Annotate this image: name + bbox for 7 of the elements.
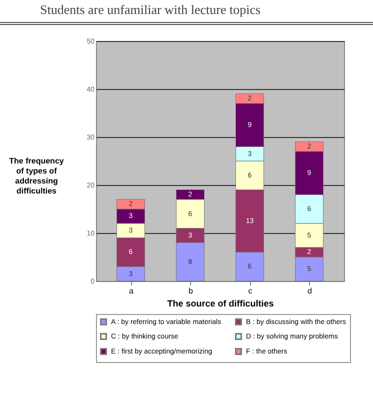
x-tick-label: d — [308, 286, 312, 296]
x-tick-label: b — [188, 286, 194, 296]
x-axis-title: The source of difficulties — [167, 298, 274, 308]
text: Students are unfamiliar with lecture topics — [0, 0, 373, 25]
y-axis-title: The frequency of types of addressing difficulties — [9, 156, 64, 196]
x-tick-label: a — [129, 286, 134, 296]
x-tick-label: c — [248, 286, 252, 296]
